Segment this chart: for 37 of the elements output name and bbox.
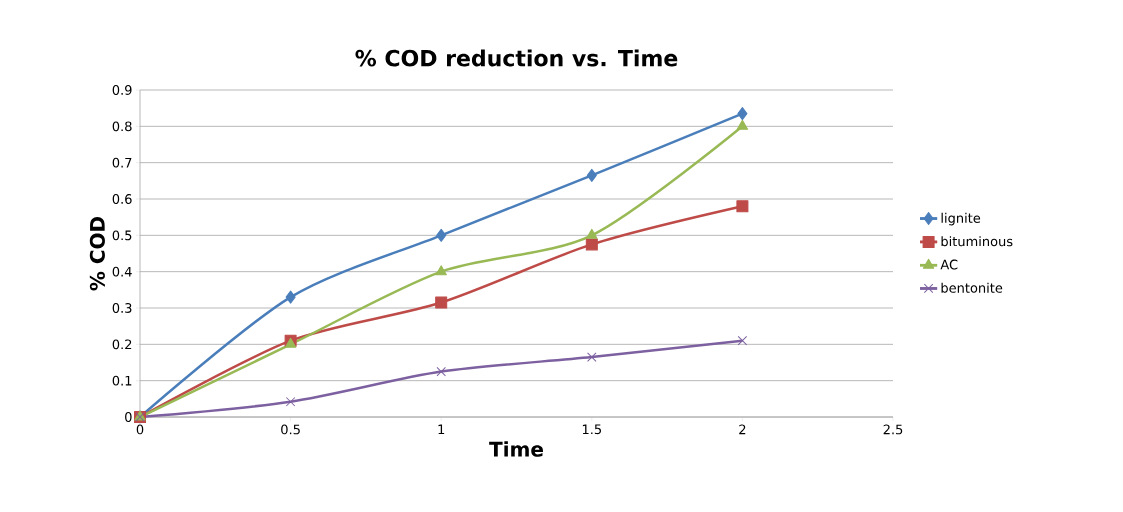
x-axis-title: Time [489,441,543,457]
point [436,228,447,242]
y-tick-label: 0.8 [112,121,132,132]
point [586,168,597,182]
y-tick-label: 0.7 [112,157,132,168]
x-tick-label: 1.5 [582,424,602,435]
x-tick-label: 2 [739,424,746,435]
y-tick-label: 0.1 [112,375,132,386]
x-tick-label: 2.5 [883,424,903,435]
point [436,366,446,377]
y-tick-label: 0.9 [112,85,132,95]
y-tick-label: 0.4 [112,266,132,277]
point [736,119,749,130]
y-tick-label: 0.3 [112,303,132,313]
point [435,296,448,309]
point [736,200,749,213]
y-tick-label: 0 [125,412,132,422]
x-tick-label: 0.5 [281,424,300,435]
point [586,228,598,239]
x-tick-label: 0 [136,424,144,435]
legend-label: AC [940,259,958,270]
legend-label: bentonite [941,282,1003,293]
point [435,265,447,276]
chart-title: % COD reduction vs. Time [355,49,678,67]
legend-label: lignite [941,212,981,226]
legend-label: bituminous [941,236,1013,247]
y-tick-label: 0.2 [112,339,132,350]
y-axis-title: % COD [89,216,105,291]
point [585,238,598,251]
point [285,397,296,407]
point [587,352,597,362]
point [737,107,748,121]
y-tick-label: 0.6 [112,194,132,204]
x-tick-label: 1 [438,424,445,435]
point [285,290,296,304]
point [737,335,748,346]
y-tick-label: 0.5 [112,230,132,241]
